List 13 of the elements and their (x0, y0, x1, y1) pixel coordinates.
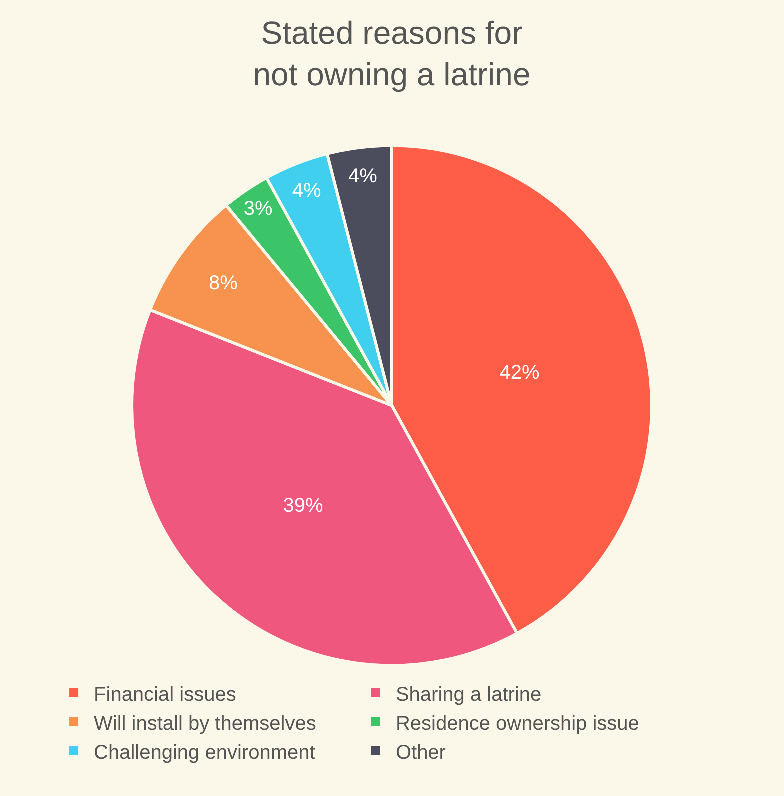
data-label: 3% (244, 198, 274, 220)
legend-label: Challenging environment (94, 742, 316, 764)
legend-label: Will install by themselves (94, 712, 316, 735)
chart-title: Stated reasons for not owning a latrine (253, 14, 531, 92)
data-label: 8% (209, 272, 238, 294)
legend-label: Other (396, 742, 446, 764)
data-label: 39% (283, 495, 324, 518)
data-label: 42% (500, 362, 540, 384)
legend-label: Sharing a latrine (396, 684, 542, 706)
legend-label: Financial issues (94, 684, 236, 706)
data-label: 4% (292, 180, 322, 202)
legend-label: Residence ownership issue (396, 712, 640, 735)
data-label: 4% (348, 166, 378, 188)
